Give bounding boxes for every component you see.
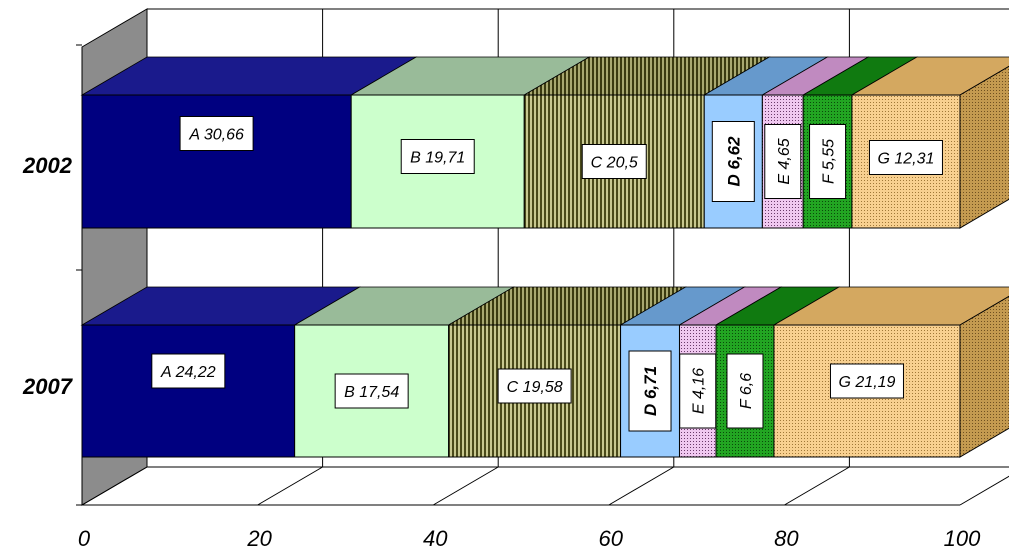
data-label-box-2007-G bbox=[829, 363, 904, 399]
category-label-2002: 2002 bbox=[22, 153, 73, 178]
data-label-text-2002-E: E 4,65 bbox=[776, 138, 793, 184]
data-label-text-2007-A: A 24,22 bbox=[160, 364, 216, 381]
data-label-text-2007-E: E 4,16 bbox=[691, 368, 708, 414]
bars bbox=[80, 56, 1009, 458]
data-label-text-2007-B: B 17,54 bbox=[344, 384, 399, 401]
x-tick-label-20: 20 bbox=[246, 526, 272, 551]
data-label-2002-G: G 12,31 bbox=[868, 140, 943, 175]
data-label-box-2007-C bbox=[497, 368, 572, 404]
data-label-2002-C: C 20,5 bbox=[581, 144, 647, 179]
axes: 0 20 40 60 80 100 2002 2007 bbox=[22, 44, 981, 551]
data-label-box-2007-D bbox=[628, 350, 672, 432]
category-label-2007: 2007 bbox=[22, 374, 74, 399]
data-label-2007-D: D 6,71 bbox=[628, 350, 672, 432]
x-tick-label-100: 100 bbox=[944, 526, 981, 551]
floor-line-20 bbox=[257, 466, 323, 506]
data-label-box-2002-A bbox=[179, 116, 254, 151]
data-label-box-2002-G bbox=[868, 140, 943, 175]
floor-line-80 bbox=[784, 466, 850, 506]
data-label-2007-C: C 19,58 bbox=[497, 368, 572, 404]
bar-side-2002-G bbox=[959, 65, 1009, 229]
data-label-box-2002-D bbox=[711, 121, 755, 202]
data-label-2002-F: F 5,55 bbox=[809, 124, 847, 199]
floor-line-60 bbox=[608, 466, 675, 506]
data-label-2007-A: A 24,22 bbox=[151, 353, 226, 389]
data-label-2007-F: F 6,6 bbox=[726, 353, 764, 429]
data-label-text-2002-A: A 30,66 bbox=[188, 127, 244, 144]
data-label-text-2002-D: D 6,62 bbox=[724, 136, 743, 187]
data-label-2007-B: B 17,54 bbox=[334, 373, 409, 409]
bar-2002-A bbox=[81, 94, 352, 229]
data-label-2007-G: G 21,19 bbox=[829, 363, 904, 399]
bar-side-2007-G bbox=[959, 295, 1009, 458]
data-label-text-2002-C: C 20,5 bbox=[591, 155, 638, 172]
data-label-box-2002-B bbox=[400, 139, 475, 174]
data-label-box-2007-A bbox=[151, 353, 226, 389]
x-tick-label-0: 0 bbox=[78, 526, 91, 551]
data-label-box-2002-E bbox=[764, 124, 802, 199]
data-label-text-2007-F: F 6,6 bbox=[738, 373, 755, 409]
floor-line-40 bbox=[432, 466, 499, 506]
data-label-box-2002-C bbox=[581, 144, 647, 179]
data-label-text-2007-D: D 6,71 bbox=[641, 366, 660, 416]
data-label-box-2007-B bbox=[334, 373, 409, 409]
bar-2007-A bbox=[81, 324, 296, 458]
x-tick-label-80: 80 bbox=[774, 526, 799, 551]
x-tick-label-40: 40 bbox=[423, 526, 448, 551]
floor-line-0 bbox=[81, 466, 148, 506]
data-label-2002-B: B 19,71 bbox=[400, 139, 475, 174]
data-label-box-2007-F bbox=[726, 353, 764, 429]
data-label-2002-E: E 4,65 bbox=[764, 124, 802, 199]
data-labels: A 30,66 B 19,71 C 20,5 D 6,62 E 4,65 F 5,55 G … bbox=[151, 116, 943, 432]
x-tick-label-60: 60 bbox=[599, 526, 624, 551]
data-label-text-2007-G: G 21,19 bbox=[839, 374, 896, 391]
data-label-2002-D: D 6,62 bbox=[711, 121, 755, 202]
floor-line-100 bbox=[959, 475, 1009, 506]
data-label-text-2002-B: B 19,71 bbox=[410, 150, 465, 167]
data-label-2002-A: A 30,66 bbox=[179, 116, 254, 151]
data-label-box-2007-E bbox=[679, 353, 717, 429]
data-label-text-2002-G: G 12,31 bbox=[877, 151, 934, 168]
data-label-2007-E: E 4,16 bbox=[679, 353, 717, 429]
data-label-text-2002-F: F 5,55 bbox=[821, 139, 838, 184]
data-label-box-2002-F bbox=[809, 124, 847, 199]
data-label-text-2007-C: C 19,58 bbox=[507, 379, 563, 396]
